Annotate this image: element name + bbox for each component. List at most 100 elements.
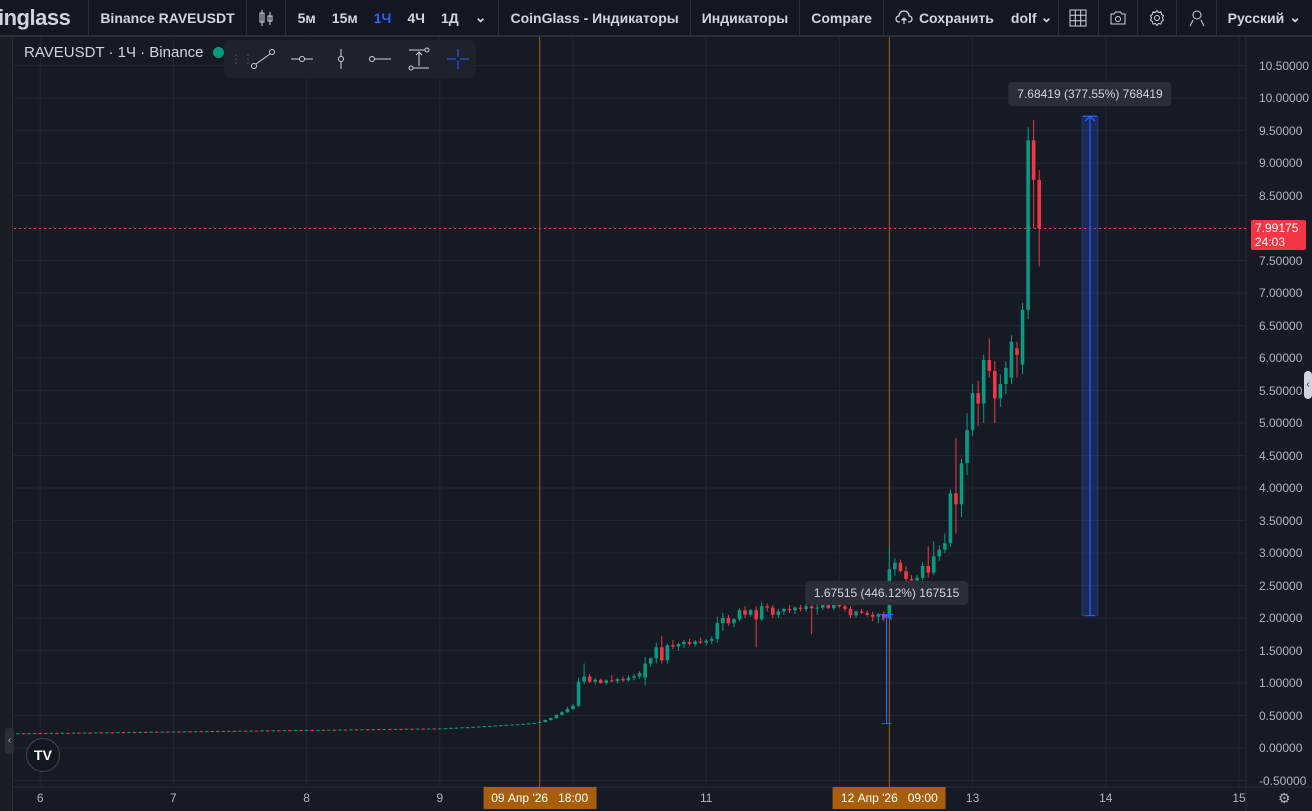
vertical-line-tool[interactable] — [322, 44, 359, 74]
layout-selector[interactable]: dolf ⌄ — [1005, 0, 1060, 35]
save-button[interactable]: Сохранить — [884, 0, 1005, 35]
compare-button[interactable]: Compare — [800, 0, 884, 35]
candle-body — [815, 607, 819, 609]
last-price-tag: 7.99175 24:03 — [1251, 220, 1306, 250]
candle-body — [343, 729, 348, 731]
candle-body — [360, 729, 364, 731]
candle-body — [227, 730, 231, 732]
settings-button[interactable] — [1138, 0, 1178, 35]
price-range-arrow — [1083, 115, 1097, 122]
timeframe-1d[interactable]: 1Д — [440, 9, 459, 26]
candle-body — [376, 729, 381, 731]
save-label: Сохранить — [918, 9, 994, 26]
candle-body — [471, 726, 475, 728]
candle-body — [432, 728, 437, 730]
collapse-right-chevron-icon[interactable]: ‹ — [1304, 371, 1312, 399]
crosshair-time-badge-1: 09 Апр '26 18:00 — [483, 787, 597, 809]
candle-body — [776, 611, 781, 615]
candle-body — [676, 644, 681, 647]
candle-body — [804, 606, 808, 609]
candle-body — [532, 722, 536, 724]
price-axis-label: 0.50000 — [1259, 708, 1303, 723]
measurement-label-2: 7.68419 (377.55%) 768419 — [1008, 82, 1172, 107]
candle-body — [915, 577, 919, 581]
price-range-icon — [408, 47, 429, 71]
time-axis-label: 14 — [1099, 791, 1113, 805]
candle-body — [393, 728, 398, 730]
indicators-button[interactable]: Индикаторы — [691, 0, 801, 35]
user-icon — [1189, 10, 1204, 26]
language-selector[interactable]: Русский ⌄ — [1217, 0, 1312, 35]
candle-body — [32, 733, 37, 735]
measurement-label-1: 1.67515 (446.12%) 167515 — [804, 580, 969, 605]
crosshair-tool[interactable] — [439, 44, 476, 74]
indicator-preset-button[interactable]: CoinGlass - Индикаторы — [499, 0, 691, 35]
language-label: Русский — [1227, 9, 1285, 26]
candle-body — [931, 556, 936, 573]
candle-body — [454, 727, 459, 729]
candlestick-icon — [259, 9, 273, 26]
candle-body — [954, 493, 958, 505]
account-button[interactable] — [1177, 0, 1217, 35]
timeframe-1h[interactable]: 1Ч — [373, 9, 392, 26]
timeframe-group: 5м 15м 1Ч 4Ч 1Д ⌄ — [286, 0, 500, 35]
price-axis-label: 8.50000 — [1259, 188, 1303, 203]
coinglass-logo[interactable]: inglass — [0, 0, 90, 35]
candle-body — [1037, 179, 1041, 229]
candle-body — [787, 608, 792, 611]
candle-body — [820, 605, 825, 608]
price-axis-label: 1.50000 — [1259, 643, 1303, 658]
candle-body — [632, 676, 636, 678]
candle-body — [177, 731, 181, 733]
candle-body — [510, 724, 514, 726]
candle-body — [920, 566, 925, 578]
timeframe-15m[interactable]: 15м — [331, 9, 358, 26]
candle-body — [904, 571, 908, 579]
candle-body — [38, 733, 42, 735]
candle-body — [449, 727, 453, 729]
tradingview-logo[interactable]: TV — [26, 738, 60, 772]
candle-body — [837, 605, 842, 607]
candle-body — [371, 729, 375, 731]
candle-body — [438, 728, 442, 730]
drag-handle-icon[interactable]: ⋮⋮ — [230, 52, 254, 66]
time-axis-label: 6 — [36, 791, 44, 805]
candle-body — [399, 728, 403, 730]
candle-body — [254, 730, 259, 732]
chart-type-button[interactable] — [247, 0, 286, 35]
grid-icon — [1069, 9, 1087, 26]
price-axis-label: 1.00000 — [1259, 676, 1303, 690]
candle-body — [310, 729, 314, 731]
candle-body — [765, 606, 770, 608]
candle-body — [426, 728, 431, 730]
collapse-left-chevron-icon[interactable]: ‹ — [5, 728, 14, 754]
horizontal-line-tool[interactable] — [283, 44, 320, 74]
candle-body — [82, 732, 87, 734]
screenshot-button[interactable] — [1099, 0, 1138, 35]
symbol-selector[interactable]: Binance RAVEUSDT — [89, 0, 247, 35]
candle-body — [621, 679, 625, 681]
crosshair-icon — [446, 49, 469, 69]
candle-body — [981, 359, 986, 404]
timeframe-4h[interactable]: 4Ч — [407, 9, 425, 26]
axis-settings-gear-icon[interactable]: ⚙ — [1278, 790, 1291, 806]
candle-body — [304, 729, 309, 731]
horizontal-ray-tool[interactable] — [361, 44, 398, 74]
price-axis-label: 2.00000 — [1259, 611, 1303, 625]
market-status-dot — [213, 47, 224, 58]
candle-body — [759, 606, 764, 620]
candle-body — [288, 730, 292, 732]
candle-body — [571, 705, 575, 709]
timeframe-5m[interactable]: 5м — [297, 9, 316, 26]
trend-line-tool[interactable] — [244, 44, 281, 74]
candle-body — [388, 729, 392, 731]
candle-body — [216, 730, 220, 732]
candle-body — [893, 562, 897, 570]
candle-body — [948, 493, 953, 544]
price-range-tool[interactable] — [400, 44, 437, 74]
timeframe-chevron-down-icon[interactable]: ⌄ — [474, 9, 487, 25]
candle-body — [415, 728, 420, 730]
grid-layout-button[interactable] — [1059, 0, 1099, 35]
price-axis-label: 0.00000 — [1259, 741, 1303, 755]
